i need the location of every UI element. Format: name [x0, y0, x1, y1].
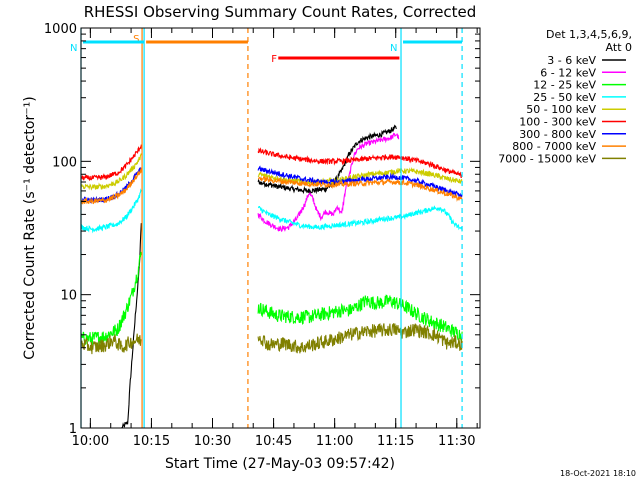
- series-line: [81, 188, 142, 234]
- legend-label: 7000 - 15000 keV: [498, 152, 596, 165]
- series-line: [257, 132, 400, 233]
- series-9: [81, 323, 463, 355]
- series-4: [81, 188, 463, 234]
- x-tick-label: 10:45: [255, 434, 292, 449]
- legend-label: 300 - 800 keV: [519, 128, 596, 141]
- legend-label: 3 - 6 keV: [547, 54, 596, 67]
- series-line: [257, 175, 463, 202]
- flag-label: N: [390, 43, 397, 54]
- legend-label: 12 - 25 keV: [533, 79, 596, 92]
- y-tick-label: 1000: [44, 22, 77, 37]
- series-5: [81, 153, 463, 191]
- series-line: [257, 147, 463, 179]
- x-tick-label: 11:15: [377, 434, 414, 449]
- legend-label: 100 - 300 keV: [519, 116, 596, 129]
- flag-label: S: [133, 34, 139, 45]
- series-line: [81, 167, 142, 205]
- x-axis-label: Start Time (27-May-03 09:57:42): [165, 456, 395, 472]
- series-1: [121, 124, 397, 428]
- legend-label: 800 - 7000 keV: [512, 140, 596, 153]
- series-line: [81, 251, 142, 346]
- series-line: [257, 294, 463, 342]
- legend-label: 25 - 50 keV: [533, 91, 596, 104]
- series-line: [257, 167, 463, 186]
- series-line: [81, 333, 142, 355]
- series-2: [257, 132, 400, 233]
- x-tick-label: 11:30: [438, 434, 475, 449]
- chart-title: RHESSI Observing Summary Count Rates, Co…: [84, 3, 477, 21]
- series-line: [121, 223, 142, 428]
- y-axis-label: Corrected Count Rate (s⁻¹ detector⁻¹): [22, 96, 38, 359]
- series-6: [81, 144, 463, 181]
- plot-frame: [80, 27, 481, 429]
- series-3: [81, 251, 463, 346]
- x-tick-label: 11:00: [316, 434, 353, 449]
- series-line: [81, 144, 142, 181]
- legend-detector-info: Att 0: [606, 41, 632, 54]
- series-line: [257, 124, 397, 195]
- flag-label: N: [70, 43, 77, 54]
- legend-label: 50 - 100 keV: [526, 103, 596, 116]
- x-tick-label: 10:15: [133, 434, 170, 449]
- legend-detector-info: Det 1,3,4,5,6,9,: [546, 28, 632, 41]
- legend-label: 6 - 12 keV: [540, 66, 596, 79]
- series-line: [257, 323, 463, 354]
- series-line: [81, 153, 142, 191]
- y-tick-label: 1: [69, 422, 77, 437]
- y-tick-label: 10: [60, 289, 77, 304]
- footer-date: 18-Oct-2021 18:10: [560, 469, 636, 478]
- flag-label: F: [271, 54, 277, 65]
- series-line: [257, 205, 463, 232]
- x-tick-label: 10:30: [194, 434, 231, 449]
- series-8: [81, 167, 463, 205]
- x-tick-label: 10:00: [72, 434, 109, 449]
- y-tick-label: 100: [52, 155, 77, 170]
